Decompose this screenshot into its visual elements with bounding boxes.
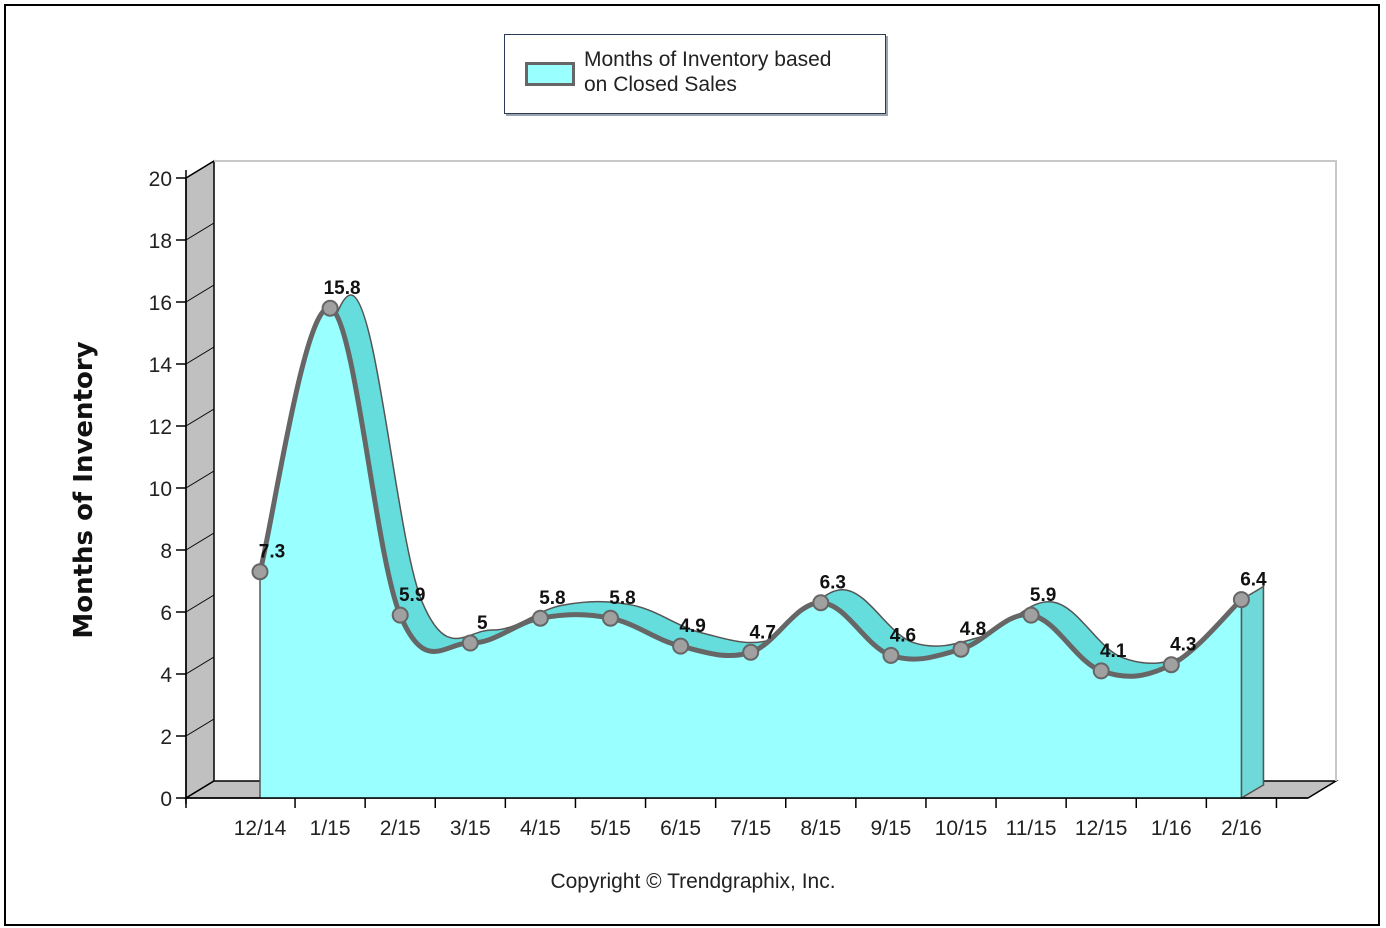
back-wall-border — [214, 160, 1337, 781]
y-tick-label: 14 — [149, 354, 173, 377]
data-point — [882, 646, 900, 664]
y-tick-depth — [185, 718, 215, 737]
legend: Months of Inventory based on Closed Sale… — [504, 34, 886, 114]
x-tick-label: 1/15 — [310, 817, 351, 840]
legend-label: Months of Inventory based on Closed Sale… — [584, 47, 874, 97]
data-label: 5.9 — [1030, 585, 1056, 606]
data-point — [742, 643, 760, 661]
data-label: 5.8 — [539, 588, 565, 609]
copyright-text: Copyright © Trendgraphix, Inc. — [550, 870, 836, 893]
y-tick-depth — [185, 346, 215, 365]
legend-label-line1: Months of Inventory based — [584, 48, 832, 71]
data-point — [672, 637, 690, 655]
y-tick-label: 16 — [149, 292, 172, 315]
x-tick-label: 10/15 — [935, 817, 988, 840]
y-tick-depth — [185, 470, 215, 489]
y-tick-depth — [185, 160, 215, 179]
y-tick-label: 6 — [160, 602, 172, 625]
y-tick-label: 4 — [160, 664, 172, 687]
data-point — [391, 606, 409, 624]
series-markers: 7.3 15.8 5.9 5 5.8 5.8 4.9 4.7 6.3 4.6 4.8 5.9 4.1 4.… — [251, 278, 1267, 680]
y-tick-label: 8 — [160, 540, 172, 563]
data-label: 7.3 — [259, 542, 285, 563]
y-tick-label: 18 — [149, 230, 172, 253]
data-point — [602, 609, 619, 627]
legend-swatch — [525, 62, 575, 86]
data-label: 4.1 — [1100, 641, 1127, 662]
data-point — [812, 594, 830, 612]
data-point — [1162, 656, 1180, 674]
data-label: 15.8 — [324, 278, 361, 299]
data-label: 4.7 — [749, 622, 775, 643]
x-tick-label: 1/16 — [1151, 817, 1192, 840]
data-label: 4.6 — [890, 625, 916, 646]
x-tick-label: 2/15 — [380, 817, 421, 840]
data-label: 4.3 — [1170, 635, 1196, 656]
area-side-face — [1240, 585, 1265, 800]
data-label: 5.9 — [399, 585, 425, 606]
series-line — [257, 305, 1244, 679]
x-tick-label: 2/16 — [1221, 817, 1262, 840]
data-label: 5.8 — [609, 588, 635, 609]
chart-axes: 0 2 4 6 8 10 12 14 16 18 20 12/14 1/15 2/15 3/15 4/15 5/… — [149, 160, 1308, 840]
x-tick-label: 9/15 — [870, 817, 911, 840]
x-tick-label: 12/15 — [1075, 817, 1128, 840]
data-point — [251, 563, 269, 581]
y-tick-depth — [185, 780, 215, 799]
y-tick-label: 2 — [160, 726, 172, 749]
y-tick-depth — [185, 656, 215, 675]
data-label: 4.9 — [679, 616, 705, 637]
data-label: 6.4 — [1240, 570, 1267, 591]
data-label: 6.3 — [820, 573, 846, 594]
data-point — [952, 640, 970, 658]
data-point — [461, 634, 479, 652]
data-point — [321, 299, 339, 317]
x-tick-label: 5/15 — [590, 817, 631, 840]
y-tick-depth — [185, 222, 215, 241]
y-tick-depth — [185, 594, 215, 613]
x-tick-label: 7/15 — [730, 817, 771, 840]
data-point — [1232, 591, 1250, 609]
x-tick-label: 12/14 — [234, 817, 287, 840]
y-tick-depth — [185, 284, 215, 303]
y-tick-depth — [185, 532, 215, 551]
x-tick-label: 6/15 — [660, 817, 701, 840]
data-point — [1092, 662, 1110, 680]
data-point — [531, 609, 549, 627]
x-tick-label: 4/15 — [520, 817, 561, 840]
y-axis-title: Months of Inventory — [69, 341, 99, 638]
legend-label-line2: on Closed Sales — [584, 73, 737, 96]
x-tick-label: 11/15 — [1006, 817, 1057, 840]
series-area — [257, 294, 1265, 800]
data-label: 5 — [477, 613, 488, 634]
x-tick-label: 3/15 — [450, 817, 491, 840]
x-tick-label: 8/15 — [800, 817, 841, 840]
y-tick-depth — [185, 408, 215, 427]
y-tick-label: 10 — [149, 478, 172, 501]
y-tick-label: 12 — [149, 416, 172, 439]
area-front-face — [260, 308, 1242, 798]
y-tick-label: 20 — [149, 168, 172, 191]
data-label: 4.8 — [960, 619, 986, 640]
data-point — [1022, 606, 1040, 624]
y-tick-label: 0 — [160, 788, 172, 811]
